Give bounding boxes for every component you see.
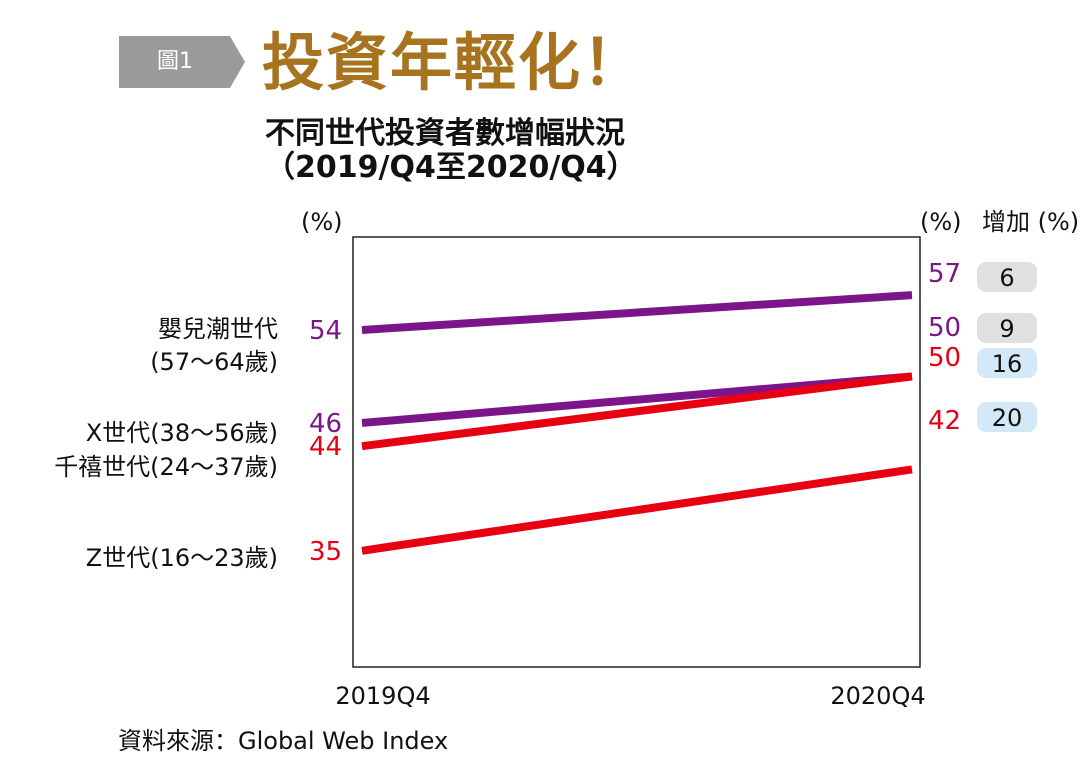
series-label: Z世代(16～23歲) (86, 544, 278, 572)
series-line (361, 465, 913, 555)
start-value-label: 46 (309, 409, 342, 439)
increase-value: 6 (999, 264, 1014, 292)
x-tick-label: 2020Q4 (830, 682, 925, 710)
x-tick-label: 2019Q4 (335, 682, 430, 710)
plot-frame (352, 236, 921, 668)
end-value-label: 57 (928, 259, 961, 289)
end-value-label: 42 (928, 406, 961, 436)
chart-subtitle-range: （2019/Q4至2020/Q4） (265, 150, 637, 185)
series-line (361, 372, 913, 451)
right-axis-unit: (%) (920, 208, 962, 236)
left-axis-unit: (%) (301, 208, 343, 236)
start-value-label: 54 (309, 316, 342, 346)
series-label: X世代(38～56歲) (86, 419, 278, 447)
increase-value: 16 (992, 350, 1023, 378)
end-value-label: 50 (928, 313, 961, 343)
series-line (361, 291, 913, 334)
increase-badge (977, 313, 1037, 343)
chart-subtitle: 不同世代投資者數增幅狀況 (265, 116, 625, 151)
increase-badge (977, 402, 1037, 432)
start-value-label: 44 (309, 432, 342, 462)
series-label: 千禧世代(24～37歲) (54, 453, 278, 481)
source-note: 資料來源：Global Web Index (118, 727, 449, 755)
end-value-label: 50 (928, 343, 961, 373)
increase-column-header: 增加 (%) (982, 208, 1080, 236)
figure-number-tag: 圖1 (119, 36, 245, 88)
increase-badge (977, 348, 1037, 378)
series-label: 嬰兒潮世代 (158, 315, 278, 343)
increase-value: 9 (999, 315, 1014, 343)
main-title: 投資年輕化！ (262, 26, 647, 99)
series-sublabel: (57～64歲) (150, 348, 278, 376)
increase-value: 20 (992, 404, 1023, 432)
start-value-label: 35 (309, 537, 342, 567)
increase-badge (977, 262, 1037, 292)
